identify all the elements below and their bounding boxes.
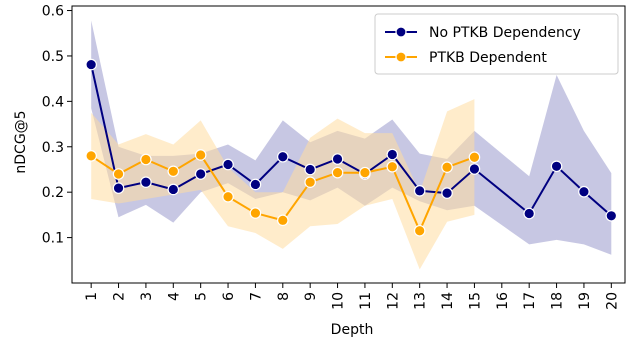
data-point-series-2 <box>359 166 371 179</box>
x-tick-label: 20 <box>604 292 620 310</box>
legend-marker-series-2 <box>395 51 407 63</box>
data-point-series-1 <box>85 58 97 71</box>
y-tick-label: 0.6 <box>42 4 64 20</box>
data-point-series-1 <box>578 185 590 198</box>
data-point-series-1 <box>249 178 262 191</box>
data-point-series-2 <box>194 149 207 161</box>
x-tick-label: 2 <box>112 292 128 301</box>
data-point-series-1 <box>413 185 426 197</box>
x-tick-label: 8 <box>276 292 292 301</box>
x-tick-label: 10 <box>331 292 347 310</box>
plot-frame <box>71 5 626 284</box>
data-point-series-2 <box>222 190 234 203</box>
data-point-series-2 <box>112 168 125 180</box>
legend-box <box>374 13 619 75</box>
x-tick-label: 16 <box>495 292 511 310</box>
y-tick-label: 0.5 <box>42 49 64 65</box>
data-point-series-1 <box>194 168 207 180</box>
data-point-series-2 <box>276 214 289 227</box>
x-tick-label: 9 <box>303 292 319 301</box>
data-point-series-1 <box>304 163 316 176</box>
data-point-series-1 <box>386 148 399 161</box>
legend-label-series-2: PTKB Dependent <box>429 50 547 66</box>
data-point-series-1 <box>523 207 535 220</box>
x-tick-label: 19 <box>577 292 593 310</box>
y-axis-label: nDCG@5 <box>13 110 29 173</box>
x-tick-label: 6 <box>221 292 237 301</box>
data-point-series-1 <box>441 187 453 199</box>
data-point-series-2 <box>140 153 152 166</box>
confidence-band-series-2 <box>91 99 475 270</box>
y-tick-label: 0.2 <box>42 185 64 201</box>
y-tick-label: 0.4 <box>42 94 64 110</box>
x-tick-label: 1 <box>84 292 100 301</box>
data-point-series-2 <box>386 160 399 173</box>
data-point-series-1 <box>276 150 289 163</box>
y-tick-label: 0.3 <box>42 140 64 156</box>
y-tick-label: 0.1 <box>42 231 64 247</box>
x-tick-label: 12 <box>385 292 401 310</box>
x-tick-label: 4 <box>166 292 182 301</box>
series-markers <box>85 58 618 237</box>
data-point-series-1 <box>468 163 481 175</box>
x-axis-label: Depth <box>331 322 374 338</box>
data-point-series-2 <box>468 151 481 164</box>
data-point-series-1 <box>605 209 618 222</box>
ticks: 0.10.20.30.40.50.61 2 3 4 5 6 7 8 9 10 11 12 13 14 15 1… <box>42 4 621 310</box>
x-tick-label: 13 <box>413 292 429 310</box>
x-tick-label: 17 <box>522 292 538 310</box>
data-point-series-1 <box>222 158 234 171</box>
data-point-series-2 <box>304 176 316 188</box>
legend: No PTKB Dependency PTKB Dependent <box>374 13 619 75</box>
x-tick-label: 18 <box>550 292 566 310</box>
x-tick-label: 11 <box>358 292 374 310</box>
data-point-series-1 <box>112 182 125 194</box>
data-point-series-2 <box>441 161 453 174</box>
x-tick-label: 14 <box>440 292 456 310</box>
legend-label-series-1: No PTKB Dependency <box>429 25 581 41</box>
data-point-series-1 <box>331 153 344 165</box>
data-point-series-2 <box>331 166 344 179</box>
data-point-series-1 <box>140 176 152 188</box>
data-point-series-1 <box>550 160 563 173</box>
legend-marker-series-1 <box>395 26 407 38</box>
x-tick-label: 15 <box>467 292 483 310</box>
x-tick-label: 7 <box>248 292 264 301</box>
data-point-series-1 <box>167 183 180 196</box>
axes <box>71 5 626 284</box>
data-point-series-2 <box>167 165 180 178</box>
confidence-bands <box>91 20 612 270</box>
data-point-series-2 <box>85 150 97 162</box>
x-tick-label: 3 <box>139 292 155 301</box>
x-tick-label: 5 <box>194 292 210 301</box>
data-point-series-2 <box>413 224 426 237</box>
data-point-series-2 <box>249 207 262 219</box>
